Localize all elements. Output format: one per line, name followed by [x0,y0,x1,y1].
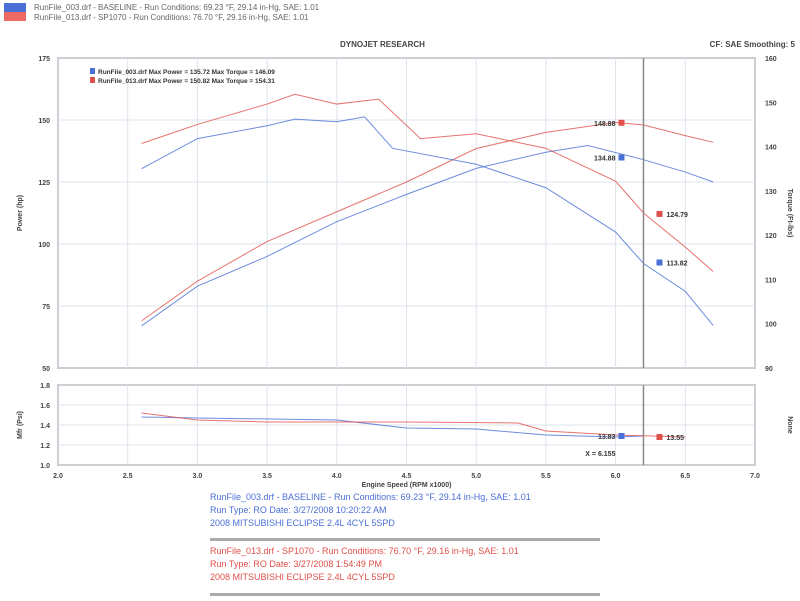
x-tick-label: 7.0 [750,473,760,480]
x-tick-label: 5.5 [541,473,551,480]
y-tick-label: 1.6 [40,403,50,410]
chart-title: DYNOJET RESEARCH [340,40,425,49]
series-line [141,416,644,438]
legend-swatch [90,77,95,83]
cursor-marker [656,434,663,440]
x-tick-label: 4.5 [402,473,412,480]
cursor-value-label: 13.55 [666,435,684,442]
cursor-value-label: 113.82 [666,261,687,268]
cursor-value-label: 148.88 [594,121,616,128]
dyno-chart: DYNOJET RESEARCH CF: SAE Smoothing: 5 50 75… [17,40,796,489]
run1-header: RunFile_003.drf - BASELINE - Run Conditi… [34,3,320,12]
x-tick-label: 5.0 [471,473,481,480]
chart-settings: CF: SAE Smoothing: 5 [710,40,796,49]
y-tick-label: 150 [38,118,50,125]
cursor-marker [618,119,625,126]
y2-tick-label: 150 [765,100,777,107]
y2-tick-label: 160 [765,56,777,63]
series-line [141,145,714,327]
cursor-value-label: X = 6.155 [585,451,615,458]
y-tick-label: 175 [38,56,50,63]
y2-tick-label: 130 [765,189,777,196]
x-tick-label: 6.5 [680,473,690,480]
x-tick-label: 3.0 [193,473,203,480]
mod-info-line: Run Type: RO Date: 3/27/2008 1:54:49 PM [210,559,382,569]
baseline-swatch [4,3,26,12]
y-tick-label: 1.8 [40,383,50,390]
baseline-info-line: RunFile_003.drf - BASELINE - Run Conditi… [210,492,531,502]
series-line [141,412,686,438]
x-tick-label: 4.0 [332,473,342,480]
mod-info-line: 2008 MITSUBISHI ECLIPSE 2.4L 4CYL 5SPD [210,572,395,582]
y-tick-label: 1.2 [40,443,50,450]
baseline-info-line: 2008 MITSUBISHI ECLIPSE 2.4L 4CYL 5SPD [210,518,395,528]
y-tick-label: 125 [38,180,50,187]
y2-axis-label: Torque (Ft-lbs) [786,189,793,238]
separator [210,593,600,596]
y-tick-label: 100 [38,242,50,249]
run2-header: RunFile_013.drf - SP1070 - Run Condition… [34,13,309,22]
x-tick-label: 3.5 [262,473,272,480]
legend-swatch [90,68,95,74]
y2-axis-label: None [786,416,793,434]
y-tick-label: 50 [42,366,50,373]
y-axis-label: Mfr (Psi) [17,411,24,439]
cursor-marker [618,433,625,439]
cursor-value-label: 124.79 [666,212,688,219]
y-axis-label: Power (hp) [17,195,24,231]
x-axis-label: Engine Speed (RPM x1000) [362,482,452,489]
legend-entry: RunFile_003.drf Max Power = 135.72 Max T… [98,69,275,76]
x-tick-label: 2.0 [53,473,63,480]
y-tick-label: 75 [42,304,50,311]
cursor-marker [656,259,663,266]
y2-tick-label: 110 [765,277,776,284]
y-tick-label: 1.0 [40,463,50,470]
mod-info-line: RunFile_013.drf - SP1070 - Run Condition… [210,546,519,556]
cursor-value-label: 134.88 [594,155,616,162]
series-line [141,121,714,322]
y2-tick-label: 120 [765,233,777,240]
y2-tick-label: 100 [765,322,777,329]
x-tick-label: 6.0 [611,473,621,480]
x-tick-label: 2.5 [123,473,133,480]
legend-entry: RunFile_013.drf Max Power = 150.82 Max T… [98,78,275,85]
cursor-value-label: 13.83 [598,434,616,441]
mod-swatch [4,12,26,21]
y-tick-label: 1.4 [40,423,50,430]
separator [210,538,600,541]
y2-tick-label: 140 [765,145,777,152]
cursor-marker [618,154,625,161]
y2-tick-label: 90 [765,366,773,373]
baseline-info-line: Run Type: RO Date: 3/27/2008 10:20:22 AM [210,505,387,515]
cursor-marker [656,210,663,217]
